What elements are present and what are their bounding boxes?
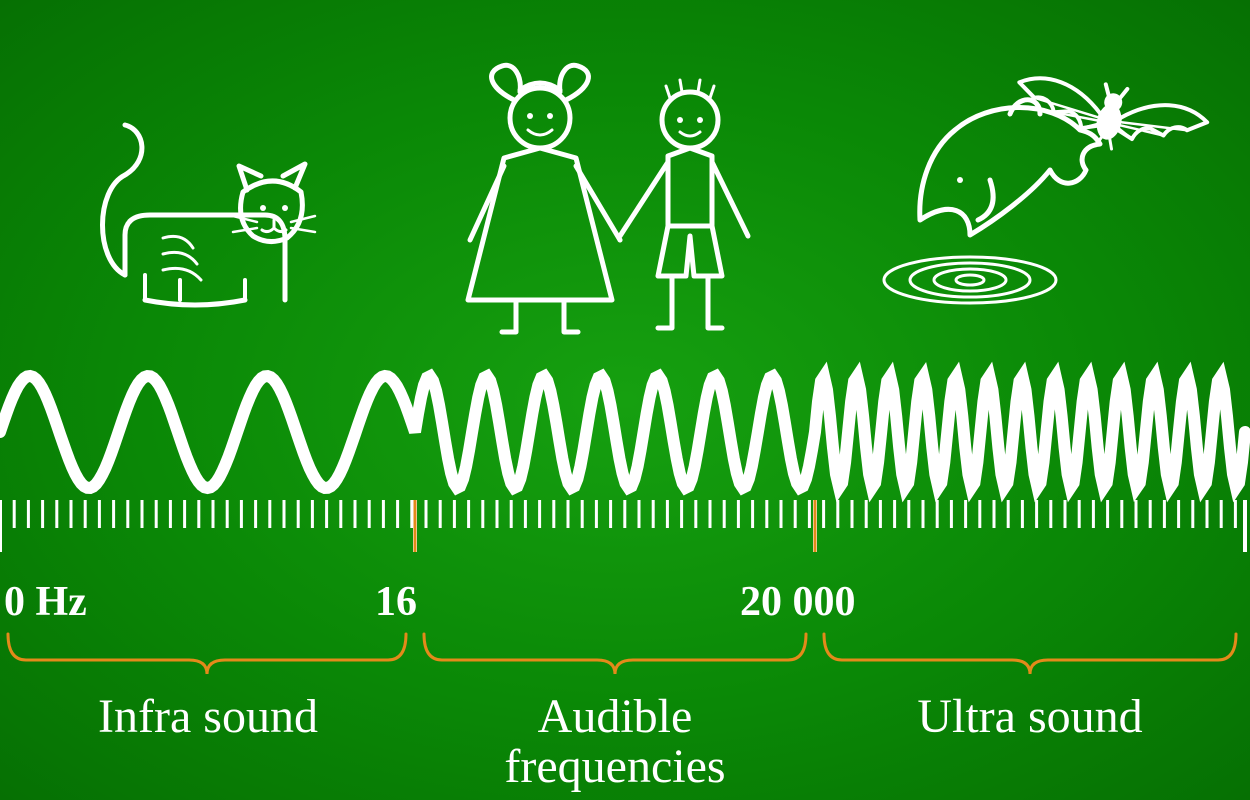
frequency-ruler (0, 498, 1250, 578)
cat-icon (103, 125, 316, 305)
range-label: Audible frequencies (435, 692, 795, 793)
icons-row (0, 0, 1250, 360)
freq-label: 16 (375, 578, 417, 626)
bat-icon (1010, 67, 1211, 168)
freq-label: 20 000 (740, 578, 856, 626)
sound-frequency-diagram: 0 Hz 16 20 000 Infra sound Audible frequenc… (0, 0, 1250, 800)
range-brace (824, 634, 1236, 674)
range-brace (8, 634, 406, 674)
kids-icon (468, 65, 748, 332)
range-brace (424, 634, 806, 674)
range-label: Infra sound (28, 692, 388, 742)
range-label: Ultra sound (850, 692, 1210, 742)
freq-label: 0 Hz (4, 578, 87, 626)
dolphin-icon (884, 100, 1100, 303)
